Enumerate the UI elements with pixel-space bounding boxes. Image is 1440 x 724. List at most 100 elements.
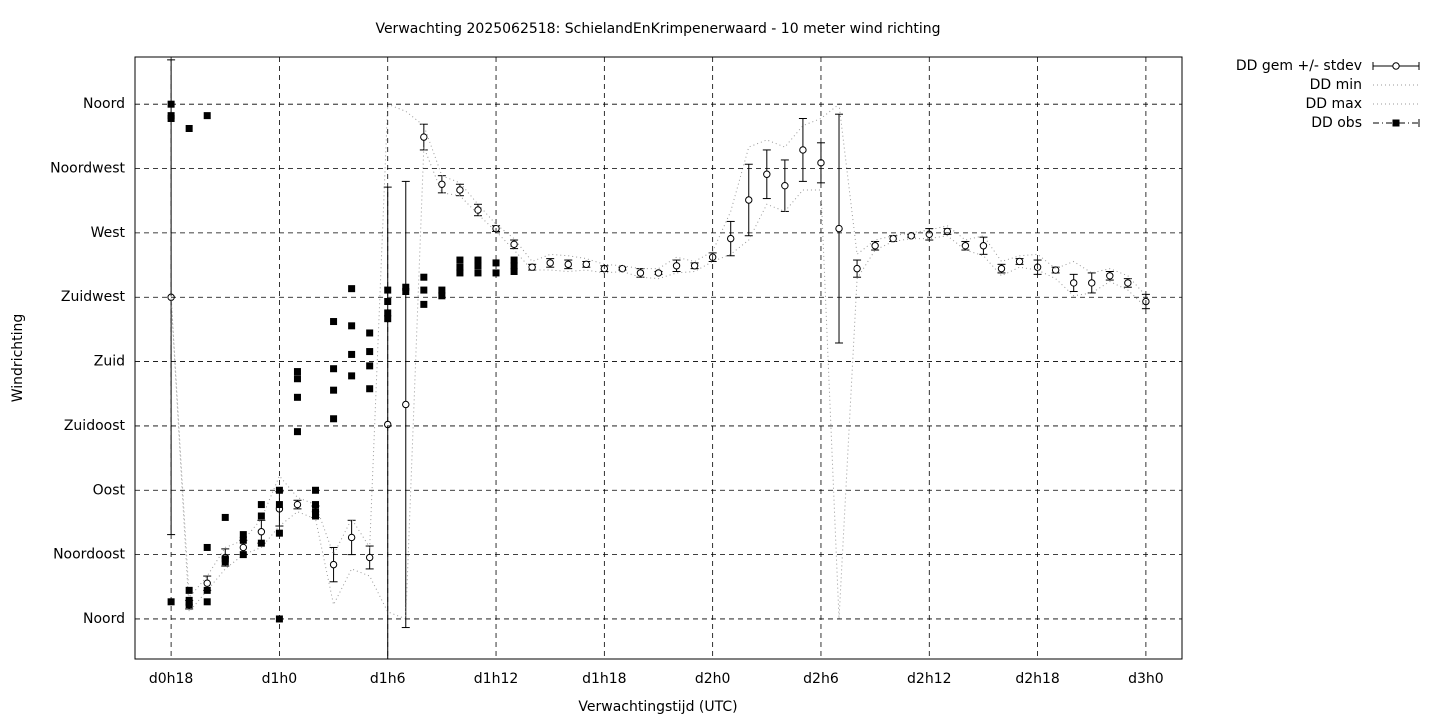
- obs-point: [366, 362, 374, 370]
- mean-point: [997, 264, 1006, 273]
- y-tick-label: Zuidwest: [61, 289, 126, 305]
- obs-point: [221, 555, 229, 563]
- obs-point: [203, 586, 211, 594]
- obs-point: [510, 262, 518, 270]
- y-tick-label: Noord: [83, 611, 125, 627]
- chart-title: Verwachting 2025062518: SchielandEnKrimp…: [375, 21, 940, 37]
- mean-point: [203, 579, 211, 587]
- obs-point: [167, 114, 175, 122]
- obs-point: [402, 283, 410, 291]
- obs-point: [312, 508, 320, 516]
- mean-point: [1088, 279, 1096, 287]
- mean-point: [257, 528, 266, 536]
- mean-point: [1106, 272, 1114, 280]
- mean-point: [1069, 279, 1078, 287]
- legend-swatch: [1392, 119, 1400, 127]
- mean-point: [943, 227, 952, 236]
- obs-point: [330, 415, 338, 423]
- obs-point: [185, 596, 193, 604]
- mean-point: [456, 186, 464, 194]
- mean-point: [961, 242, 970, 250]
- mean-point: [907, 232, 915, 240]
- x-tick-label: d1h6: [370, 671, 406, 687]
- obs-point: [275, 529, 283, 537]
- obs-point: [474, 269, 482, 277]
- mean-point: [654, 269, 663, 277]
- obs-point: [474, 256, 482, 264]
- obs-point: [366, 348, 374, 356]
- legend-swatch: [1392, 62, 1400, 70]
- plot-frame: [134, 56, 1183, 660]
- x-axis-label: Verwachtingstijd (UTC): [578, 699, 737, 715]
- legend-label: DD gem +/- stdev: [1236, 58, 1362, 74]
- mean-point: [329, 560, 338, 569]
- obs-point: [456, 263, 464, 271]
- mean-point: [781, 181, 789, 190]
- mean-point: [763, 170, 771, 178]
- obs-point: [420, 286, 428, 294]
- range-line: [170, 146, 1147, 620]
- obs-point: [293, 375, 301, 383]
- obs-point: [402, 288, 410, 296]
- mean-point: [474, 206, 482, 214]
- mean-point: [365, 553, 374, 562]
- obs-point: [203, 598, 211, 606]
- obs-point: [312, 501, 320, 509]
- mean-point: [871, 242, 879, 250]
- obs-point: [275, 501, 283, 509]
- obs-point: [474, 262, 482, 270]
- obs-point: [203, 112, 211, 120]
- obs-point: [384, 286, 392, 294]
- y-tick-label: Noord: [83, 96, 125, 112]
- plot-area: [167, 59, 1150, 659]
- obs-point: [456, 256, 464, 264]
- mean-point: [438, 180, 446, 188]
- obs-point: [293, 428, 301, 436]
- mean-point: [347, 533, 356, 542]
- obs-point: [221, 513, 229, 521]
- obs-point: [366, 385, 374, 393]
- obs-point: [293, 393, 301, 401]
- mean-point: [564, 260, 572, 269]
- obs-point: [330, 365, 338, 373]
- obs-point: [257, 501, 265, 509]
- y-tick-label: Zuid: [94, 354, 125, 370]
- mean-point: [690, 262, 699, 270]
- mean-point: [799, 146, 807, 154]
- obs-point: [185, 601, 193, 609]
- obs-point: [185, 124, 193, 132]
- y-tick-label: West: [91, 225, 126, 241]
- obs-point: [185, 586, 193, 594]
- obs-point: [257, 539, 265, 547]
- obs-point: [456, 269, 464, 277]
- mean-point: [402, 400, 410, 409]
- y-tick-label: Zuidoost: [64, 418, 126, 434]
- legend-label: DD obs: [1311, 115, 1362, 131]
- obs-point: [438, 292, 446, 300]
- legend-label: DD min: [1310, 77, 1362, 93]
- range-line: [170, 103, 1147, 599]
- obs-point: [420, 300, 428, 308]
- mean-point: [636, 269, 645, 277]
- mean-point: [1051, 266, 1060, 274]
- mean-point: [582, 260, 590, 269]
- x-tick-label: d3h0: [1128, 671, 1164, 687]
- mean-point: [835, 224, 843, 233]
- obs-point: [492, 269, 500, 277]
- obs-point: [239, 531, 247, 539]
- mean-point: [1015, 257, 1024, 266]
- y-axis-label: Windrichting: [10, 314, 26, 403]
- obs-point: [330, 386, 338, 394]
- mean-point: [745, 196, 753, 204]
- mean-point: [618, 264, 627, 273]
- obs-point: [239, 536, 247, 544]
- y-tick-label: Noordwest: [50, 161, 125, 177]
- mean-point: [979, 242, 988, 250]
- obs-point: [366, 329, 374, 337]
- x-tick-label: d2h0: [695, 671, 731, 687]
- mean-point: [672, 262, 681, 270]
- x-tick-label: d1h18: [582, 671, 626, 687]
- mean-point: [546, 259, 554, 267]
- mean-point: [853, 264, 861, 273]
